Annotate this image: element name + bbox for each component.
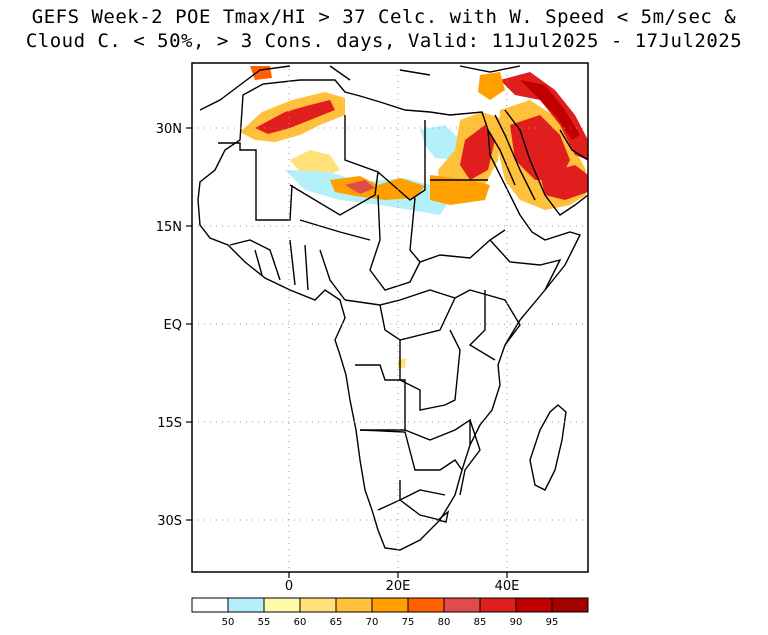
colorbar-swatch xyxy=(335,597,373,613)
colorbar-labels: 50 55 60 65 70 75 80 85 90 95 xyxy=(222,617,559,628)
shade-iraq-gulf xyxy=(500,72,588,160)
shade-niger-chad xyxy=(330,176,425,200)
colorbar-label: 85 xyxy=(474,617,487,628)
colorbar-swatch xyxy=(551,597,589,613)
y-label-15n: 15N xyxy=(156,220,182,235)
y-label-15s: 15S xyxy=(157,416,182,431)
colorbar-swatch xyxy=(299,597,337,613)
border-mozambique xyxy=(459,419,481,496)
y-label-30s: 30S xyxy=(157,514,182,529)
colorbar-label: 60 xyxy=(294,617,307,628)
border-horn xyxy=(489,239,562,291)
border-namibia-botswana xyxy=(359,429,463,502)
map-title-line-1: GEFS Week-2 POE Tmax/HI > 37 Celc. with … xyxy=(31,6,737,28)
colorbar-label: 70 xyxy=(366,617,379,628)
arabia-coastline xyxy=(504,109,588,216)
border-angola xyxy=(355,364,406,431)
y-axis-labels: 30N 15N EQ 15S 30S xyxy=(156,122,182,529)
border-niger-nigeria xyxy=(299,219,371,301)
gridlines xyxy=(192,63,588,572)
colorbar xyxy=(191,597,589,613)
border-algeria xyxy=(289,115,379,216)
colorbar-label: 95 xyxy=(546,617,559,628)
shade-nw-africa-core xyxy=(255,100,335,134)
border-south-africa xyxy=(377,499,450,523)
land-boundaries xyxy=(197,65,588,551)
shade-angola-spot xyxy=(398,358,406,368)
colorbar-label: 90 xyxy=(510,617,523,628)
x-label-20e: 20E xyxy=(386,579,411,594)
colorbar-label: 50 xyxy=(222,617,235,628)
y-label-eq: EQ xyxy=(164,318,182,333)
colorbar-label: 75 xyxy=(402,617,415,628)
shade-niger-core xyxy=(345,180,375,194)
probability-shading xyxy=(240,66,588,368)
shade-arabia-south xyxy=(540,165,588,200)
colorbar-label: 55 xyxy=(258,617,271,628)
colorbar-swatch xyxy=(407,597,445,613)
colorbar-swatch xyxy=(479,597,517,613)
border-drc xyxy=(399,329,461,411)
shade-arabia-core xyxy=(510,115,570,180)
border-libya xyxy=(377,120,426,201)
africa-coastline xyxy=(197,79,581,551)
madagascar xyxy=(529,404,567,491)
border-west-sahara xyxy=(218,142,293,221)
shade-sudan-north xyxy=(430,175,490,205)
gulf-coast xyxy=(559,129,588,161)
colorbar-swatch xyxy=(263,597,301,613)
mediterranean-north xyxy=(199,65,521,111)
colorbar-label: 80 xyxy=(438,617,451,628)
x-label-40e: 40E xyxy=(495,579,520,594)
colorbar-swatch xyxy=(443,597,481,613)
border-east-africa xyxy=(468,289,521,361)
colorbar-swatch xyxy=(191,597,229,613)
colorbar-swatch xyxy=(515,597,553,613)
border-west-africa xyxy=(229,239,309,291)
border-chad xyxy=(369,194,421,291)
y-label-30n: 30N xyxy=(156,122,182,137)
red-sea-west xyxy=(487,129,516,186)
x-label-0: 0 xyxy=(285,579,293,594)
x-axis-labels: 0 20E 40E xyxy=(285,579,520,594)
shade-egypt-core xyxy=(460,125,495,180)
colorbar-swatch xyxy=(371,597,409,613)
map-title-line-2: Cloud C. < 50%, > 3 Cons. days, Valid: 1… xyxy=(25,30,743,52)
red-sea-east xyxy=(494,114,536,201)
colorbar-label: 65 xyxy=(330,617,343,628)
map-frame xyxy=(191,62,589,573)
colorbar-swatch xyxy=(227,597,265,613)
shade-levant xyxy=(478,72,505,100)
border-zambia xyxy=(404,418,471,445)
shade-iraq-gulf-dark xyxy=(520,80,580,140)
shade-morocco-top xyxy=(250,66,272,80)
y-axis-ticks xyxy=(186,127,192,521)
shade-libya xyxy=(420,125,460,160)
x-axis-ticks xyxy=(288,572,508,578)
